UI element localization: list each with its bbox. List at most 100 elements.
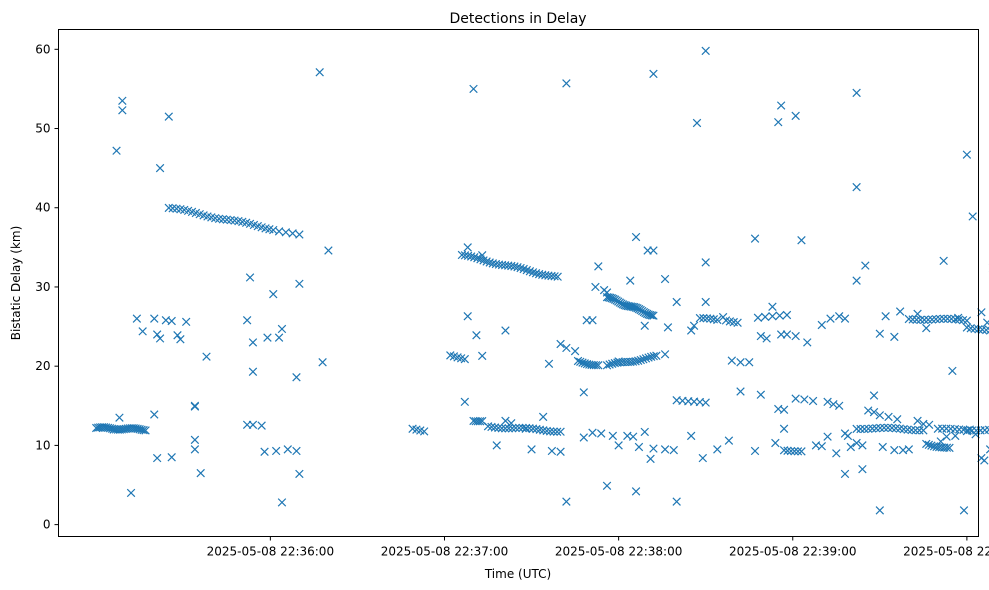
data-point-marker bbox=[649, 311, 658, 320]
data-point-marker bbox=[852, 438, 861, 448]
data-point-marker bbox=[196, 468, 205, 478]
x-tick-label: 2025-05-08 22:40:00 bbox=[903, 545, 989, 559]
data-point-marker bbox=[513, 262, 522, 272]
data-point-marker bbox=[965, 425, 975, 434]
data-point-marker bbox=[782, 310, 792, 320]
data-point-marker bbox=[281, 228, 291, 237]
data-point-marker bbox=[591, 360, 601, 370]
data-point-marker bbox=[649, 351, 658, 361]
data-point-marker bbox=[887, 423, 897, 433]
data-point-marker bbox=[709, 315, 719, 324]
data-points bbox=[92, 46, 989, 515]
chart-title: Detections in Delay bbox=[449, 11, 586, 27]
data-point-marker bbox=[924, 440, 934, 450]
data-point-marker bbox=[608, 431, 618, 441]
data-point-marker bbox=[915, 426, 924, 435]
data-point-marker bbox=[271, 446, 281, 456]
data-point-marker bbox=[985, 445, 989, 454]
x-tick-label: 2025-05-08 22:39:00 bbox=[729, 545, 856, 559]
data-point-marker bbox=[649, 246, 658, 255]
data-point-marker bbox=[660, 350, 670, 359]
data-point-marker bbox=[532, 424, 541, 434]
data-point-marker bbox=[604, 293, 613, 302]
data-point-marker bbox=[775, 311, 784, 320]
y-tick-label: 0 bbox=[43, 518, 51, 532]
data-point-marker bbox=[852, 276, 861, 285]
data-point-marker bbox=[483, 422, 493, 431]
data-point-marker bbox=[823, 397, 832, 407]
data-point-marker bbox=[190, 435, 200, 445]
data-point-marker bbox=[701, 258, 710, 267]
data-point-marker bbox=[562, 497, 571, 506]
data-point-marker bbox=[631, 487, 641, 496]
data-point-marker bbox=[881, 312, 890, 321]
data-point-marker bbox=[494, 423, 503, 433]
data-point-marker bbox=[596, 429, 606, 438]
data-point-marker bbox=[519, 264, 528, 274]
data-point-marker bbox=[718, 312, 728, 322]
data-point-marker bbox=[793, 447, 803, 456]
data-point-marker bbox=[745, 357, 754, 367]
data-point-marker bbox=[750, 234, 760, 243]
data-point-marker bbox=[947, 314, 956, 324]
data-point-marker bbox=[663, 323, 673, 332]
data-point-marker bbox=[126, 488, 136, 498]
data-point-marker bbox=[920, 315, 929, 325]
data-point-marker bbox=[631, 232, 641, 242]
data-point-marker bbox=[173, 331, 182, 340]
data-point-marker bbox=[190, 445, 200, 454]
data-point-marker bbox=[756, 390, 766, 399]
data-point-marker bbox=[948, 366, 957, 376]
data-point-marker bbox=[713, 445, 722, 454]
data-point-marker bbox=[942, 424, 951, 433]
data-point-marker bbox=[698, 453, 708, 463]
data-point-marker bbox=[155, 334, 165, 343]
data-point-marker bbox=[626, 276, 635, 285]
data-point-marker bbox=[858, 464, 867, 474]
data-point-marker bbox=[269, 289, 278, 299]
y-tick-label: 20 bbox=[35, 359, 50, 373]
data-point-marker bbox=[288, 229, 297, 238]
data-point-marker bbox=[817, 441, 827, 451]
data-point-marker bbox=[263, 333, 272, 342]
y-tick-label: 60 bbox=[35, 42, 50, 56]
x-axis-label: Time (UTC) bbox=[484, 567, 551, 581]
data-point-marker bbox=[245, 273, 255, 282]
data-point-marker bbox=[535, 425, 545, 434]
data-point-marker bbox=[115, 413, 124, 422]
data-point-marker bbox=[826, 314, 835, 323]
data-point-marker bbox=[984, 425, 989, 434]
data-point-marker bbox=[879, 423, 889, 433]
data-point-marker bbox=[628, 302, 637, 312]
data-point-marker bbox=[112, 146, 121, 155]
data-point-marker bbox=[713, 315, 722, 325]
data-point-marker bbox=[605, 360, 614, 369]
data-point-marker bbox=[531, 269, 541, 278]
data-point-marker bbox=[644, 353, 653, 362]
data-point-marker bbox=[797, 447, 806, 456]
data-point-marker bbox=[939, 314, 948, 323]
data-point-marker bbox=[852, 182, 861, 192]
data-point-marker bbox=[779, 446, 789, 455]
data-point-marker bbox=[190, 402, 200, 411]
data-point-marker bbox=[463, 312, 472, 321]
data-point-marker bbox=[562, 343, 571, 353]
data-point-marker bbox=[646, 310, 655, 320]
data-point-marker bbox=[482, 257, 491, 266]
data-point-marker bbox=[518, 423, 527, 433]
data-point-marker bbox=[167, 453, 176, 462]
data-point-marker bbox=[556, 447, 565, 456]
data-point-marker bbox=[521, 424, 530, 433]
data-point-marker bbox=[292, 373, 301, 382]
data-point-marker bbox=[846, 442, 856, 452]
data-point-marker bbox=[640, 321, 649, 331]
data-point-marker bbox=[791, 331, 800, 341]
data-point-marker bbox=[634, 442, 644, 452]
data-point-marker bbox=[672, 497, 681, 506]
data-point-marker bbox=[324, 246, 333, 255]
data-point-marker bbox=[550, 272, 559, 281]
data-point-marker bbox=[699, 313, 708, 323]
data-point-marker bbox=[660, 274, 670, 284]
data-point-marker bbox=[132, 314, 142, 323]
data-point-marker bbox=[834, 401, 844, 411]
